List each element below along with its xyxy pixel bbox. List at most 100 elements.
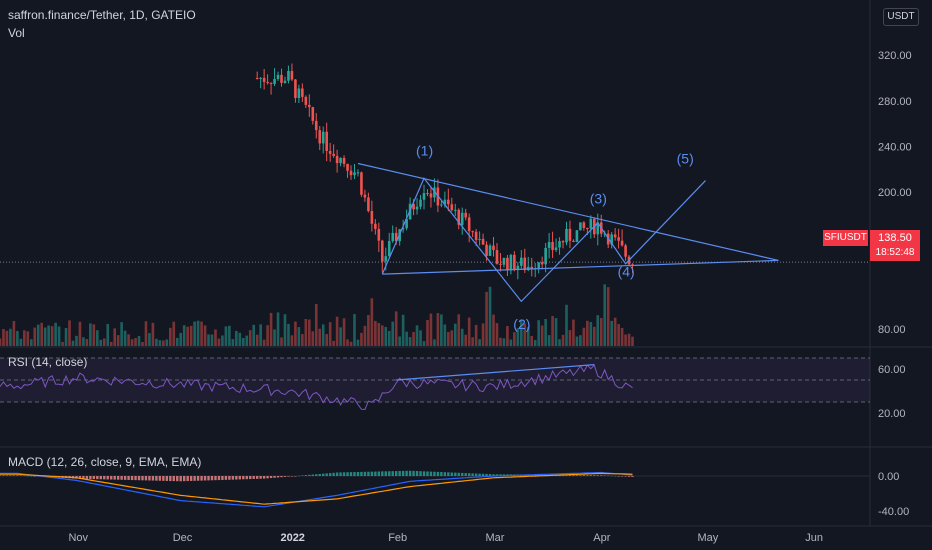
candle[interactable] (526, 266, 530, 271)
candle[interactable] (433, 187, 436, 198)
candle[interactable] (544, 247, 547, 265)
candle[interactable] (509, 254, 513, 271)
candle[interactable] (481, 238, 485, 245)
candle[interactable] (335, 155, 339, 164)
candle[interactable] (356, 172, 360, 174)
candle[interactable] (582, 222, 586, 228)
candle[interactable] (547, 242, 551, 248)
candle[interactable] (460, 212, 464, 225)
candle[interactable] (450, 204, 454, 211)
candle[interactable] (259, 77, 262, 79)
candle[interactable] (617, 237, 620, 241)
candle[interactable] (568, 228, 572, 241)
candle[interactable] (586, 227, 589, 229)
candle[interactable] (579, 222, 582, 231)
candle[interactable] (565, 228, 568, 243)
candle[interactable] (401, 228, 405, 230)
candle[interactable] (328, 150, 332, 154)
candle[interactable] (276, 74, 280, 80)
candle[interactable] (384, 256, 388, 262)
candle[interactable] (561, 241, 565, 243)
candle[interactable] (467, 217, 471, 232)
candle[interactable] (575, 230, 579, 242)
candle[interactable] (485, 244, 488, 256)
candle[interactable] (297, 88, 301, 99)
candle[interactable] (502, 257, 506, 265)
candle[interactable] (353, 172, 356, 176)
macd-signal-line[interactable] (0, 472, 633, 505)
candle[interactable] (440, 204, 443, 206)
candle[interactable] (360, 172, 363, 195)
candle[interactable] (523, 257, 527, 271)
candle[interactable] (346, 163, 349, 171)
candle[interactable] (551, 242, 554, 251)
candle[interactable] (387, 241, 391, 257)
candle[interactable] (447, 199, 450, 205)
candle[interactable] (367, 197, 370, 212)
candle[interactable] (422, 193, 426, 200)
candle[interactable] (554, 247, 558, 251)
triangle-lower-trendline[interactable] (382, 259, 779, 275)
candle[interactable] (464, 212, 468, 218)
candle[interactable] (255, 78, 259, 79)
candle[interactable] (363, 194, 367, 198)
candle[interactable] (405, 219, 408, 229)
candle[interactable] (325, 131, 328, 151)
macd-line[interactable] (0, 471, 633, 508)
candle[interactable] (318, 130, 322, 144)
candle[interactable] (280, 74, 283, 83)
rsi-line[interactable] (0, 364, 633, 411)
currency-unit[interactable]: USDT (883, 8, 919, 26)
candle[interactable] (262, 77, 266, 82)
candle[interactable] (374, 223, 377, 229)
candle[interactable] (537, 262, 540, 269)
rsi-divergence-trendline[interactable] (396, 364, 595, 381)
candle[interactable] (516, 265, 520, 271)
candle[interactable] (499, 263, 502, 265)
candle[interactable] (506, 257, 509, 271)
candle[interactable] (443, 199, 447, 205)
candle[interactable] (304, 96, 308, 105)
candle[interactable] (530, 266, 534, 269)
candle[interactable] (273, 79, 276, 84)
candle[interactable] (540, 262, 544, 265)
candle[interactable] (301, 88, 304, 97)
candle[interactable] (603, 233, 607, 235)
candle[interactable] (613, 234, 617, 238)
candle[interactable] (558, 241, 561, 248)
candle[interactable] (520, 257, 523, 266)
candle[interactable] (290, 70, 294, 80)
candle[interactable] (311, 107, 315, 121)
candle[interactable] (572, 240, 575, 242)
candle[interactable] (589, 218, 593, 229)
candle[interactable] (474, 231, 478, 240)
candle[interactable] (412, 203, 415, 210)
candle[interactable] (488, 245, 492, 256)
candle[interactable] (287, 70, 290, 81)
candle[interactable] (380, 240, 384, 262)
candle[interactable] (453, 209, 457, 211)
candle[interactable] (308, 104, 311, 108)
candle[interactable] (471, 231, 474, 233)
elliott-wave-path[interactable] (381, 177, 706, 303)
candle[interactable] (283, 80, 287, 83)
candle[interactable] (495, 250, 499, 264)
candle[interactable] (610, 234, 613, 245)
candle[interactable] (294, 79, 297, 99)
candle[interactable] (370, 211, 374, 224)
candle[interactable] (321, 131, 325, 144)
candle[interactable] (391, 232, 395, 242)
candle[interactable] (620, 240, 624, 246)
candle[interactable] (349, 170, 353, 176)
candle[interactable] (429, 193, 433, 198)
candle[interactable] (419, 199, 422, 207)
candle[interactable] (339, 157, 342, 164)
candle[interactable] (269, 82, 273, 84)
triangle-upper-trendline[interactable] (357, 162, 779, 261)
candle[interactable] (457, 209, 461, 225)
candle[interactable] (624, 245, 627, 257)
candle[interactable] (342, 157, 346, 164)
candle[interactable] (394, 232, 398, 242)
candle[interactable] (266, 81, 269, 83)
